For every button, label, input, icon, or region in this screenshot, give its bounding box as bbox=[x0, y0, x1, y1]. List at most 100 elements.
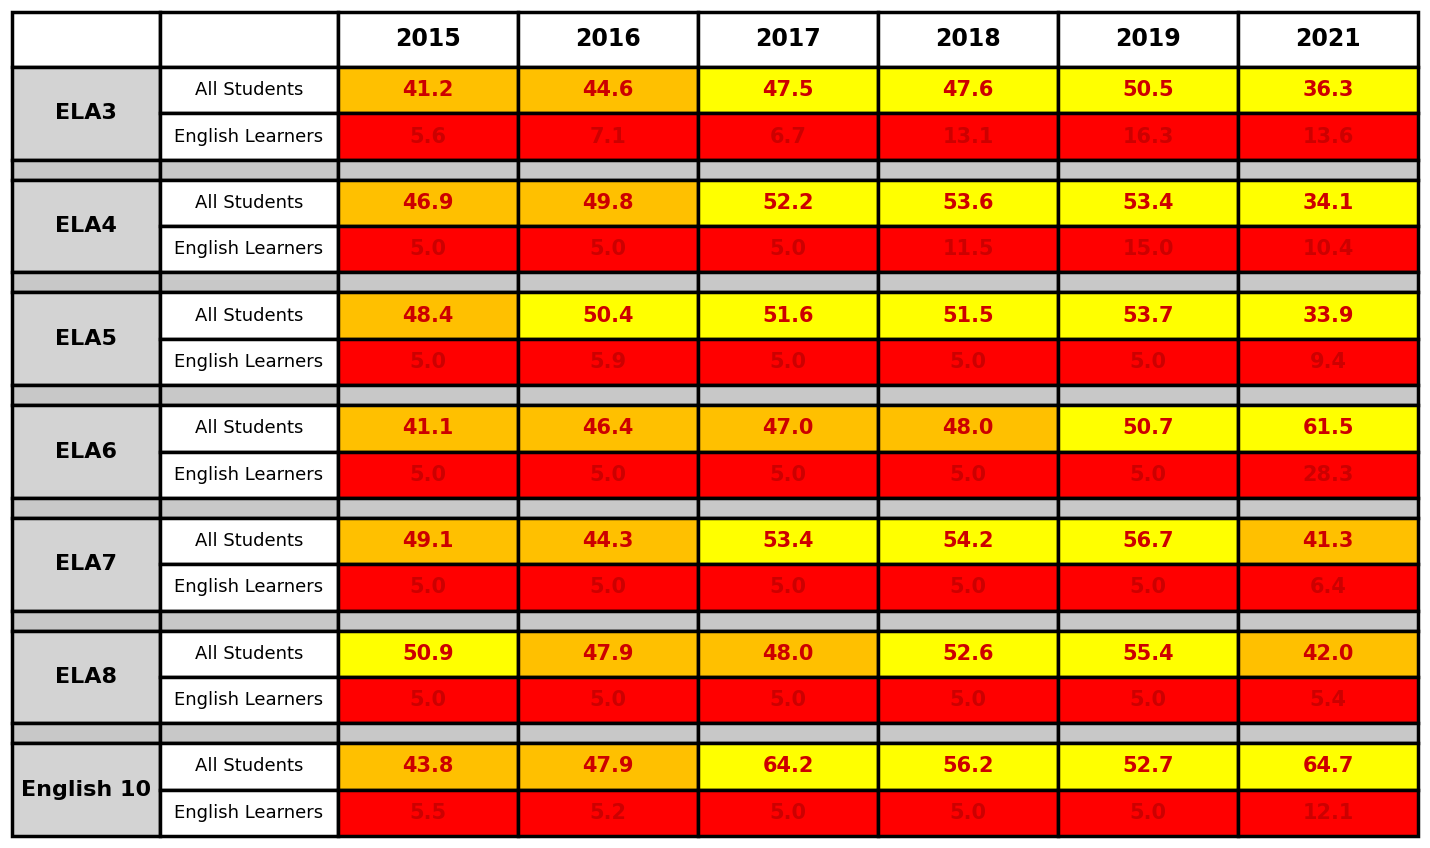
Bar bbox=[878, 12, 1058, 67]
Bar bbox=[1238, 226, 1419, 272]
Bar bbox=[1238, 67, 1419, 114]
Bar bbox=[1238, 293, 1419, 339]
Bar bbox=[1058, 293, 1238, 339]
Text: 41.1: 41.1 bbox=[402, 418, 453, 438]
Bar bbox=[1058, 631, 1238, 677]
Bar bbox=[878, 451, 1058, 498]
Text: 5.6: 5.6 bbox=[409, 126, 446, 147]
Text: ELA4: ELA4 bbox=[56, 216, 117, 236]
Text: 5.0: 5.0 bbox=[769, 352, 807, 372]
Text: 50.9: 50.9 bbox=[402, 644, 453, 664]
Bar bbox=[518, 272, 698, 293]
Bar bbox=[698, 405, 878, 451]
Bar bbox=[11, 405, 160, 498]
Bar bbox=[337, 498, 518, 518]
Text: 5.9: 5.9 bbox=[589, 352, 626, 372]
Bar bbox=[337, 405, 518, 451]
Text: ELA6: ELA6 bbox=[54, 442, 117, 461]
Text: 47.5: 47.5 bbox=[762, 81, 814, 100]
Text: 5.0: 5.0 bbox=[769, 465, 807, 485]
Bar bbox=[11, 159, 160, 180]
Bar bbox=[337, 12, 518, 67]
Bar bbox=[1058, 518, 1238, 564]
Bar bbox=[1058, 611, 1238, 631]
Text: 6.7: 6.7 bbox=[769, 126, 807, 147]
Text: 5.0: 5.0 bbox=[769, 239, 807, 259]
Bar bbox=[11, 12, 160, 67]
Bar bbox=[878, 677, 1058, 723]
Text: All Students: All Students bbox=[194, 81, 303, 99]
Text: 61.5: 61.5 bbox=[1303, 418, 1354, 438]
Text: 46.9: 46.9 bbox=[402, 192, 453, 213]
Text: 2021: 2021 bbox=[1296, 27, 1361, 52]
Bar bbox=[878, 405, 1058, 451]
Bar bbox=[1058, 744, 1238, 789]
Text: English Learners: English Learners bbox=[174, 240, 323, 259]
Text: 49.1: 49.1 bbox=[402, 531, 453, 551]
Bar bbox=[1058, 498, 1238, 518]
Text: English Learners: English Learners bbox=[174, 353, 323, 371]
Text: 47.0: 47.0 bbox=[762, 418, 814, 438]
Bar bbox=[878, 744, 1058, 789]
Bar bbox=[518, 611, 698, 631]
Text: 5.0: 5.0 bbox=[950, 577, 987, 597]
Bar bbox=[1238, 631, 1419, 677]
Bar bbox=[11, 272, 160, 293]
Bar bbox=[1238, 405, 1419, 451]
Bar bbox=[160, 180, 337, 226]
Bar bbox=[698, 272, 878, 293]
Bar bbox=[878, 498, 1058, 518]
Bar bbox=[878, 518, 1058, 564]
Bar bbox=[518, 498, 698, 518]
Bar bbox=[518, 226, 698, 272]
Bar bbox=[698, 293, 878, 339]
Bar bbox=[160, 498, 337, 518]
Text: 6.4: 6.4 bbox=[1310, 577, 1347, 597]
Bar bbox=[878, 180, 1058, 226]
Text: 47.6: 47.6 bbox=[942, 81, 994, 100]
Bar bbox=[1058, 564, 1238, 611]
Bar bbox=[1238, 677, 1419, 723]
Text: 5.0: 5.0 bbox=[409, 465, 446, 485]
Bar bbox=[337, 518, 518, 564]
Bar bbox=[11, 723, 160, 744]
Text: 56.2: 56.2 bbox=[942, 756, 994, 777]
Text: 5.0: 5.0 bbox=[409, 239, 446, 259]
Text: 33.9: 33.9 bbox=[1303, 305, 1354, 326]
Bar bbox=[160, 159, 337, 180]
Bar bbox=[878, 631, 1058, 677]
Bar bbox=[878, 272, 1058, 293]
Bar bbox=[11, 67, 160, 159]
Text: 5.0: 5.0 bbox=[769, 690, 807, 710]
Text: 54.2: 54.2 bbox=[942, 531, 994, 551]
Text: 36.3: 36.3 bbox=[1303, 81, 1354, 100]
Bar bbox=[1058, 405, 1238, 451]
Bar bbox=[878, 339, 1058, 385]
Bar bbox=[337, 114, 518, 159]
Text: 41.3: 41.3 bbox=[1303, 531, 1354, 551]
Bar bbox=[337, 611, 518, 631]
Text: 55.4: 55.4 bbox=[1123, 644, 1174, 664]
Text: 51.5: 51.5 bbox=[942, 305, 994, 326]
Bar bbox=[1058, 789, 1238, 836]
Bar bbox=[518, 12, 698, 67]
Text: English Learners: English Learners bbox=[174, 691, 323, 709]
Bar bbox=[11, 744, 160, 836]
Bar bbox=[160, 744, 337, 789]
Bar bbox=[1238, 744, 1419, 789]
Text: All Students: All Students bbox=[194, 532, 303, 550]
Text: 48.4: 48.4 bbox=[402, 305, 453, 326]
Bar bbox=[1238, 789, 1419, 836]
Bar bbox=[698, 159, 878, 180]
Bar bbox=[1238, 451, 1419, 498]
Bar bbox=[518, 564, 698, 611]
Bar bbox=[698, 518, 878, 564]
Text: 2019: 2019 bbox=[1115, 27, 1181, 52]
Bar bbox=[1238, 611, 1419, 631]
Text: ELA8: ELA8 bbox=[54, 667, 117, 687]
Bar bbox=[878, 293, 1058, 339]
Bar bbox=[337, 451, 518, 498]
Text: 5.0: 5.0 bbox=[950, 803, 987, 823]
Text: 50.5: 50.5 bbox=[1123, 81, 1174, 100]
Text: 5.0: 5.0 bbox=[1130, 465, 1167, 485]
